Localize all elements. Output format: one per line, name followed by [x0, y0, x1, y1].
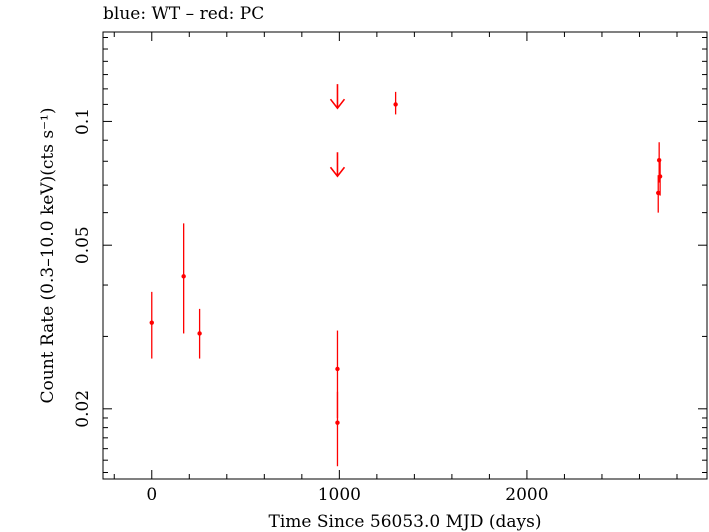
x-axis-label: Time Since 56053.0 MJD (days)	[269, 512, 542, 532]
y-axis-label: Count Rate (0.3–10.0 keV)(cts s⁻¹)	[38, 108, 58, 404]
axis-tick-labels: 0 1000 2000 0.02 0.05 0.1	[73, 108, 549, 505]
x-tick-label: 1000	[318, 485, 361, 505]
data-point	[335, 366, 340, 372]
axis-ticks	[103, 32, 707, 479]
y-tick-label: 0.02	[73, 390, 93, 428]
y-tick-label: 0.1	[73, 108, 93, 135]
data-point	[335, 420, 340, 425]
data-point	[657, 174, 663, 179]
data-point	[149, 320, 154, 325]
data-point	[197, 331, 202, 336]
data-marks	[149, 84, 663, 467]
y-tick-label: 0.05	[73, 226, 93, 264]
data-point	[393, 102, 398, 107]
upper-limit-arrow	[329, 84, 346, 110]
x-tick-label: 0	[146, 485, 157, 505]
upper-limit-arrow	[329, 152, 346, 178]
data-point	[656, 190, 661, 196]
plot-frame	[102, 31, 708, 480]
data-point	[181, 274, 186, 279]
chart-title: blue: WT – red: PC	[103, 4, 265, 24]
x-tick-label: 2000	[505, 485, 548, 505]
